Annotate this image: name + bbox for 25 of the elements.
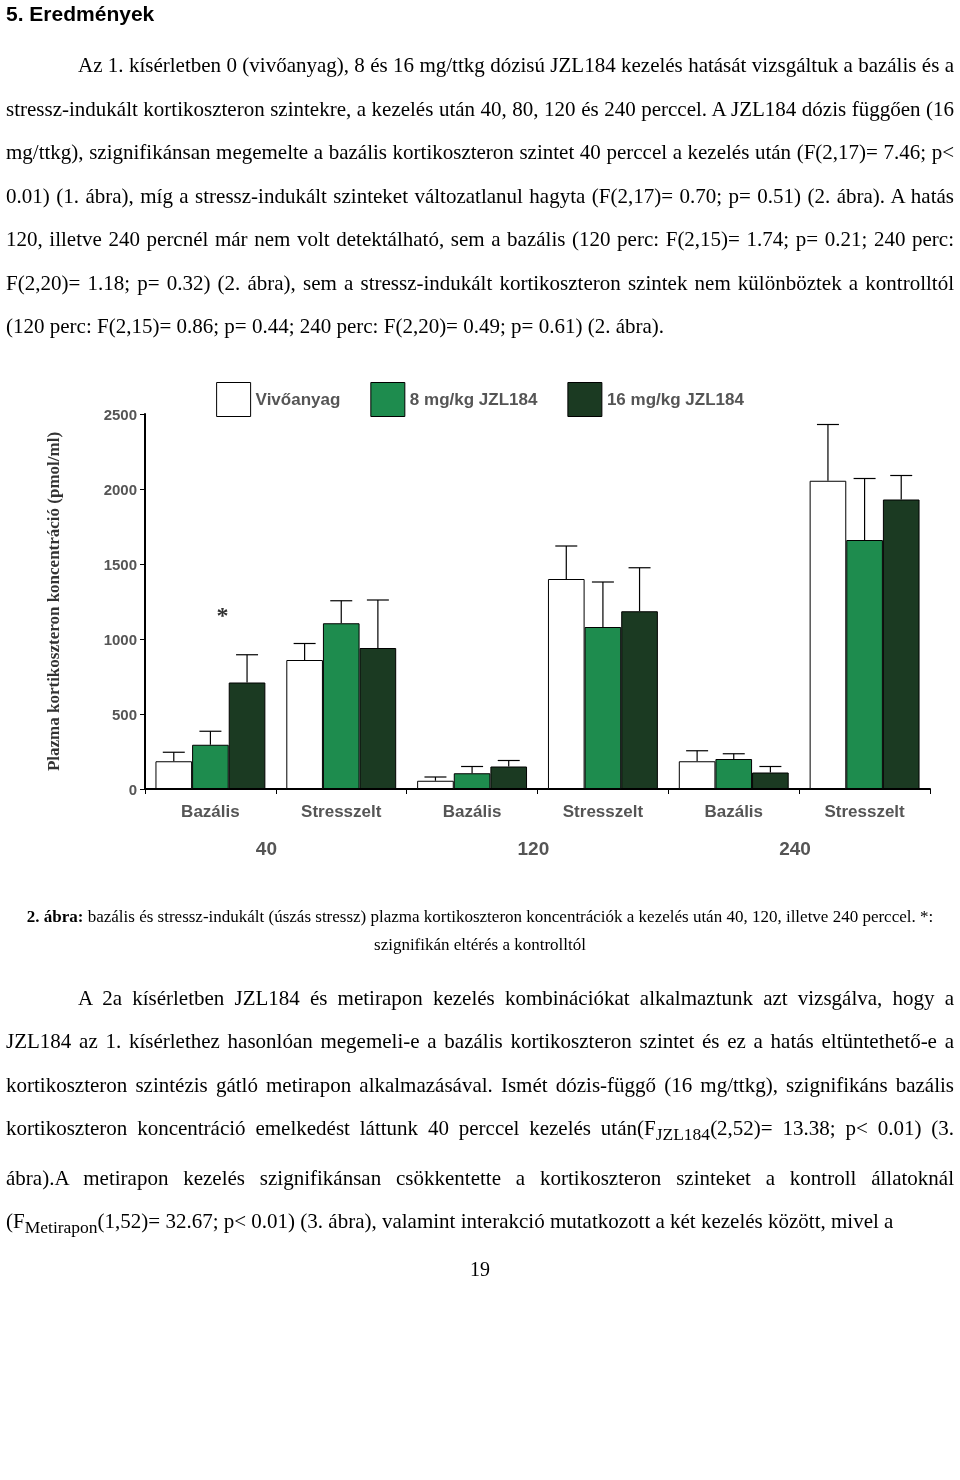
x-tick-label: Bazális	[442, 801, 502, 821]
legend-label: 8 mg/kg JZL184	[409, 389, 538, 409]
text: Az 1. kísérletben 0 (vivőanyag), 8 és 16 mg/ttkg dózisú JZL184 kezelés hatását vizsgáltuk a bazális és a stressz-indukált kortikoszteron szintekre, a kezelés után 40, 80, 120 és 240 perccel. A JZL184 dózis függően (16 mg/ttkg), szignifikánsan megemelte a bazális kortikoszteron szintet 40 perccel a kezelés után (F(2,17)= 7.46; p< 0.01) (1. ábra), míg a stressz-indukált szinteket változatlanul hagyta (F(2,17)= 0.70; p= 0.51) (2. ábra). A hatás 120, illetve 240 percnél már nem volt detektálható, sem a bazális (120 perc: F(2,15)= 1.74; p= 0.21; 240 perc: F(2,20)= 1.18; p= 0.32) (2. ábra), sem a stressz-indukált kortikoszteron szintek nem különböztek a kontrolltól (120 perc: F(2,15)= 0.86; p= 0.44; 240 perc: F(2,20)= 0.49; p= 0.61) (2. ábra).	[6, 52, 954, 340]
legend-label: 16 mg/kg JZL184	[606, 389, 745, 409]
y-tick-label: 1000	[103, 630, 137, 647]
text: A 2a kísérletben JZL184 és metirapon kezelés kombinációkat alkalmaztunk azt vizsgálva, hogy a JZL184 az 1. kísérlethez hasonlóan megemeli-e a bazális kortikoszteron szintet és ez a hatás eltüntethető-e a kortikoszteron szintézis gátló metirapon alkalmazásával. Ismét dózis-függő (16 mg/ttkg), szignifikáns bazális kortikoszteron koncentráció emelkedést láttunk 40 perccel kezelés után(F$_{JZL184}$(2,52)= 13.38; p< 0.01) (3. ábra).A metirapon kezelés szignifikánsan csökkentette a kortikoszteron szinteket a kontroll állatoknál (F$_{Metirapon}$(1,52)= 32.67; p< 0.01) (3. ábra), valamint interakció mutatkozott a két kezelés között, mivel a	[6, 985, 954, 1238]
chart-title: 5. Eredmények	[6, 2, 156, 26]
x-tick-label: Stresszelt	[824, 801, 906, 821]
y-tick-label: 0	[128, 780, 137, 797]
legend-label: Vivőanyag	[255, 389, 341, 409]
y-tick-label: 2000	[103, 480, 137, 497]
text: 2. ábra: bazális és stressz-indukált (úszás stressz) plazma kortikoszteron koncentrációk a kezelés után 40, 120, illetve 240 perccel. *: szignifikán eltérés a kontrolltól	[25, 905, 935, 956]
x-tick-label: Stresszelt	[562, 801, 644, 821]
x-tick-label: Bazális	[181, 801, 240, 821]
y-axis-title: Plazma kortikoszteron koncentráció (pmol/ml)	[43, 431, 63, 771]
y-tick-label: 1500	[103, 555, 137, 572]
y-tick-label: 500	[111, 705, 137, 722]
x-tick-label: Bazális	[704, 801, 764, 821]
annotation: *	[216, 601, 229, 628]
y-tick-label: 2500	[103, 405, 137, 422]
text: 40	[255, 837, 277, 859]
text: 120	[517, 837, 550, 859]
text: 240	[779, 837, 811, 859]
x-tick-label: Stresszelt	[301, 801, 382, 821]
text: 19	[469, 1257, 491, 1281]
